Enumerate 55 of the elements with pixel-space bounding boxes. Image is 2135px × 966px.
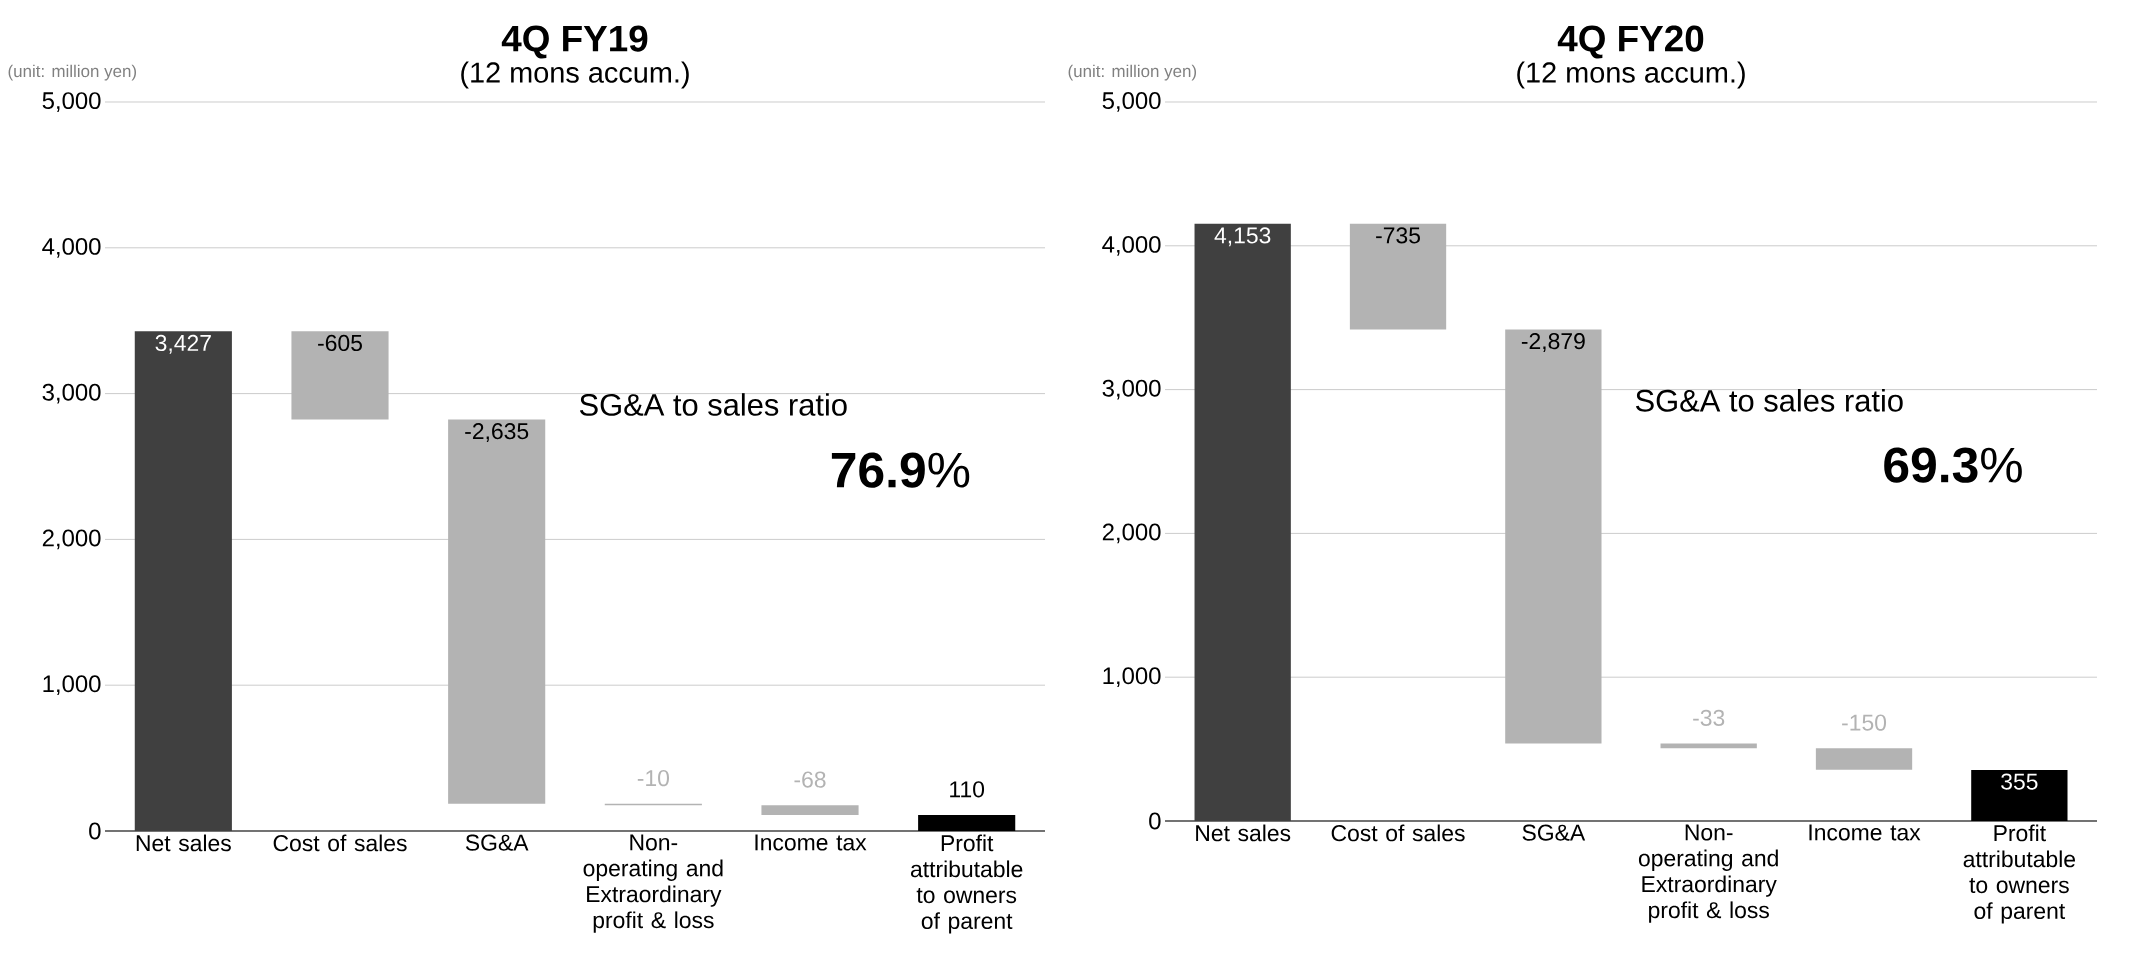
annotation: SG&A to sales ratio — [579, 393, 847, 416]
annotation: 69.3% — [1884, 447, 2022, 483]
y-tick-label: 1,000 — [1103, 667, 1161, 688]
bar — [1194, 223, 1291, 821]
chart-title: 4Q FY19 — [501, 25, 648, 59]
data-label: -33 — [1693, 709, 1725, 726]
data-label: -2,879 — [1521, 333, 1585, 352]
bar — [448, 419, 546, 804]
bar — [1349, 223, 1447, 330]
y-tick-label: 0 — [89, 822, 101, 840]
y-tick-label: 2,000 — [42, 529, 101, 550]
y-tick-label: 5,000 — [42, 92, 101, 112]
chart-title: 4Q FY20 — [1557, 25, 1704, 59]
data-label: 4,153 — [1214, 227, 1271, 247]
data-label: -10 — [637, 769, 670, 787]
y-tick-label: 2,000 — [1102, 523, 1161, 544]
x-tick-label: SG&A — [1522, 824, 1586, 841]
bar — [1660, 743, 1757, 749]
y-tick-label: 4,000 — [42, 237, 101, 258]
data-label: 110 — [950, 781, 985, 798]
bar — [761, 805, 859, 816]
data-label: -68 — [794, 771, 826, 788]
chart-subtitle: (12 mons accum.) — [461, 61, 689, 89]
data-label: -605 — [318, 334, 362, 352]
y-tick-label: 3,000 — [42, 383, 101, 404]
bar — [1505, 329, 1602, 744]
bar — [291, 331, 389, 420]
data-label: -735 — [1376, 227, 1420, 244]
x-tick-label: Profit attributable to owners of parent — [910, 834, 1023, 934]
y-tick-label: 4,000 — [1102, 235, 1161, 256]
x-tick-label: SG&A — [465, 834, 529, 851]
bar — [134, 331, 232, 831]
data-label: 3,427 — [155, 334, 211, 354]
x-tick-label: Cost of sales — [1331, 824, 1465, 842]
annotation: 76.9% — [831, 452, 970, 488]
x-tick-label: Income tax — [755, 834, 867, 851]
x-tick-label: Non-operating and Extraordinary profit & loss — [583, 834, 723, 933]
chart-subtitle: (12 mons accum.) — [1517, 61, 1745, 89]
data-label: 355 — [2001, 773, 2038, 790]
y-tick-label: 1,000 — [43, 675, 101, 696]
text: (unit: million yen) — [8, 64, 137, 81]
x-tick-label: Non-operating and Extraordinary profit & loss — [1638, 824, 1778, 923]
y-tick-label: 3,000 — [1102, 379, 1161, 400]
annotation: SG&A to sales ratio — [1635, 389, 1903, 412]
bar — [1815, 748, 1913, 770]
x-tick-label: Income tax — [1809, 824, 1921, 841]
x-tick-label: Net sales — [136, 834, 231, 852]
data-label: -150 — [1842, 714, 1887, 731]
x-tick-label: Cost of sales — [273, 834, 407, 852]
text: (unit: million yen) — [1068, 64, 1197, 81]
data-label: -2,635 — [465, 423, 529, 443]
x-tick-label: Profit attributable to owners of parent — [1963, 824, 2076, 924]
y-tick-label: 0 — [1149, 812, 1161, 830]
y-tick-label: 5,000 — [1102, 92, 1161, 112]
x-tick-label: Net sales — [1196, 824, 1291, 842]
